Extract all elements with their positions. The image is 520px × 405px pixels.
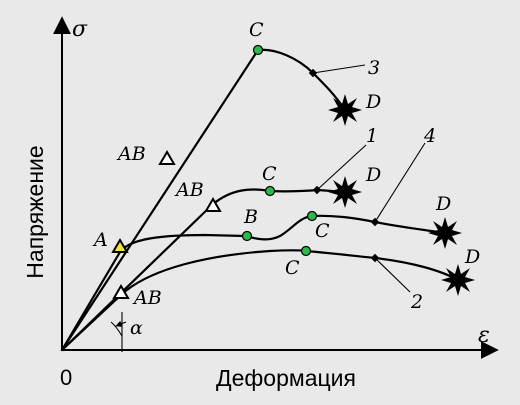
fracture-burst-curve-3 xyxy=(328,94,362,126)
triangle-marker-a xyxy=(111,238,129,253)
label-d-curve-2: D xyxy=(464,246,480,268)
label-b-curve-4: B xyxy=(243,206,258,228)
curve-number-4: 4 xyxy=(423,125,436,147)
label-ab-lower: AB xyxy=(132,287,162,309)
label-d-curve-1: D xyxy=(365,164,381,186)
leader-line-curve-4 xyxy=(374,142,426,223)
label-c-curve-4: C xyxy=(315,220,330,242)
curve-number-1: 1 xyxy=(366,125,378,147)
curve-number-2: 2 xyxy=(410,291,423,313)
curve-4 xyxy=(118,214,447,254)
sigma-symbol: σ xyxy=(72,17,88,42)
triangle-marker-ab-lower xyxy=(112,284,130,299)
point-marker-c-curve-2 xyxy=(300,245,312,257)
label-c-curve-2: C xyxy=(285,257,300,279)
elastic-line-curve-3 xyxy=(60,48,260,352)
label-ab-middle: AB xyxy=(174,179,204,201)
alpha-symbol: α xyxy=(130,317,143,339)
label-c-curve-1: C xyxy=(262,163,277,185)
leader-line-curve-2 xyxy=(374,257,411,293)
curve-1 xyxy=(60,188,347,352)
epsilon-symbol: ε xyxy=(478,323,490,348)
label-a: A xyxy=(92,229,108,251)
leader-line-curve-3 xyxy=(312,64,366,74)
elastic-line-curve-4 xyxy=(60,250,122,352)
y-axis-label: Напряжение xyxy=(22,145,48,278)
leader-line-curve-1 xyxy=(316,144,367,191)
triangle-marker-ab-middle xyxy=(204,197,222,212)
label-d-curve-4: D xyxy=(435,193,451,215)
point-marker-c-curve-3 xyxy=(252,44,264,56)
point-marker-c-curve-4 xyxy=(306,210,318,222)
angle-arrow xyxy=(115,320,127,327)
origin-label: 0 xyxy=(60,365,72,390)
triangle-marker-ab-upper xyxy=(158,150,176,165)
fracture-burst-curve-1 xyxy=(328,176,362,208)
point-marker-c-curve-1 xyxy=(264,185,276,197)
curve-number-3: 3 xyxy=(368,57,380,79)
curve-3 xyxy=(256,48,347,112)
angle-arc xyxy=(110,321,123,337)
point-marker-b-curve-4 xyxy=(241,230,253,242)
label-d-curve-3: D xyxy=(365,91,381,113)
label-ab-upper: AB xyxy=(116,143,146,165)
x-axis-label: Деформация xyxy=(216,365,356,391)
fracture-burst-curve-2 xyxy=(441,264,475,296)
fracture-burst-curve-4 xyxy=(428,217,462,249)
label-c-curve-3: C xyxy=(249,19,264,41)
